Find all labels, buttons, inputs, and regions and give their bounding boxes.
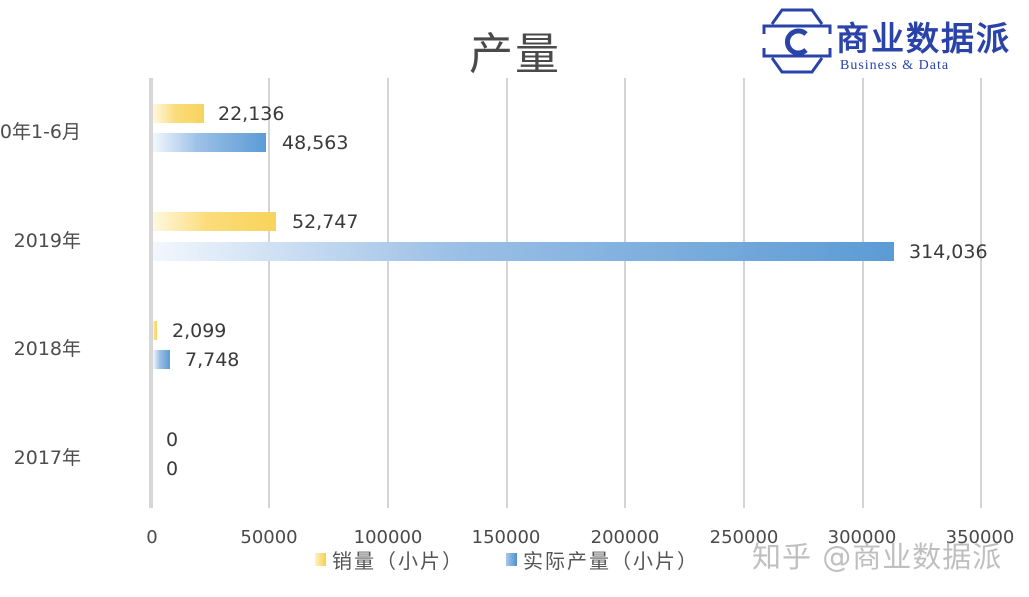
bar-production-2019 (153, 242, 894, 261)
x-tick-label: 250000 (709, 527, 779, 548)
x-tick-label: 0 (146, 527, 158, 548)
value-label-production: 0 (166, 458, 179, 480)
x-tick-label: 150000 (471, 527, 541, 548)
gridline (980, 78, 982, 508)
y-axis-line (149, 78, 153, 508)
logo-brand-text: 商业数据派 (836, 19, 1011, 58)
value-label-sales: 2,099 (172, 320, 227, 342)
chart-legend: 销量（小片） 实际产量（小片） (315, 545, 741, 574)
legend-swatch-sales-icon (315, 553, 326, 566)
category-label: 2017年 (13, 447, 81, 469)
logo-c-hexagon-icon (762, 8, 832, 74)
x-tick-label: 100000 (353, 527, 423, 548)
gridline (506, 78, 508, 508)
x-tick-label: 350000 (945, 527, 1015, 548)
value-label-sales: 0 (166, 429, 179, 451)
legend-item-production[interactable]: 实际产量（小片） (506, 545, 699, 574)
bar-sales-2020h1 (153, 104, 204, 123)
legend-label-production: 实际产量（小片） (523, 549, 699, 573)
gridline (387, 78, 389, 508)
category-label: 2019年 (13, 230, 81, 252)
watermark: 知乎 @商业数据派 (752, 540, 1003, 574)
legend-item-sales[interactable]: 销量（小片） (315, 545, 464, 574)
value-label-production: 48,563 (282, 132, 349, 154)
x-tick-label: 50000 (240, 527, 298, 548)
bar-sales-2018 (153, 321, 157, 340)
brand-logo: 商业数据派 Business & Data (758, 6, 1028, 78)
value-label-sales: 52,747 (292, 211, 359, 233)
chart-title: 产量 (469, 29, 561, 80)
gridline (743, 78, 745, 508)
x-tick-label: 300000 (827, 527, 897, 548)
legend-swatch-production-icon (506, 553, 517, 566)
x-tick-label: 200000 (590, 527, 660, 548)
logo-subtitle: Business & Data (840, 58, 950, 73)
bar-production-2020h1 (153, 133, 266, 152)
plot-area: 2020年1-6月 22,136 48,563 2019年 52,747 314… (0, 78, 988, 508)
gridline (268, 78, 270, 508)
bar-sales-2019 (153, 212, 276, 231)
gridline (624, 78, 626, 508)
legend-label-sales: 销量（小片） (332, 549, 464, 573)
bar-production-2018 (153, 350, 170, 369)
value-label-production: 7,748 (185, 349, 240, 371)
category-label: 2018年 (13, 338, 81, 360)
gridline (862, 78, 864, 508)
value-label-production: 314,036 (909, 241, 988, 263)
value-label-sales: 22,136 (218, 103, 285, 125)
category-label: 2020年1-6月 (0, 121, 81, 143)
